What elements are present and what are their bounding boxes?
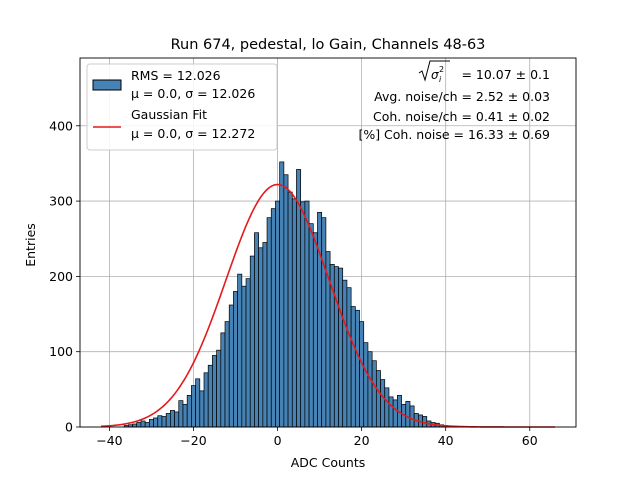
histogram-bar [207,364,213,428]
histogram-bar [157,415,163,428]
histogram-bar [388,396,394,428]
histogram-bar [132,423,138,428]
histogram-bar [153,417,159,428]
histogram-bar [233,291,238,428]
y-axis-ticks: 0 100 200 300 400 [49,118,80,435]
histogram-bar [321,217,327,428]
histogram-bar [258,247,264,428]
histogram-bar [371,360,377,428]
histogram-bar [338,267,344,428]
legend-entry-1-line-1: RMS = 12.026 [131,68,221,83]
histogram-bar [312,232,318,428]
histogram-bar [136,422,142,428]
histogram-bar [254,232,259,428]
x-tick-label: 0 [274,433,282,448]
histogram-bar [195,378,201,428]
histogram-bar [384,387,390,428]
histogram-bar [350,306,356,428]
histogram-bar [174,411,180,428]
histogram-bar [266,217,272,428]
histogram-bar [291,198,297,428]
legend: RMS = 12.026 μ = 0.0, σ = 12.026 Gaussia… [86,63,278,151]
chart-title: Run 674, pedestal, lo Gain, Channels 48-… [171,37,486,53]
histogram-bar [249,255,255,428]
svg-text:σ: σ [431,68,439,82]
legend-entry-1-line-2: μ = 0.0, σ = 12.026 [131,86,255,101]
histogram-bar [342,279,348,428]
legend-entry-2-line-1: Gaussian Fit [131,107,207,122]
histogram-bar [363,342,369,428]
histogram-bar [304,200,310,428]
y-tick-label: 0 [65,420,73,435]
histogram-bar [380,379,386,428]
histogram-bar [333,266,339,428]
coh-noise-percent-annotation: [%] Coh. noise = 16.33 ± 0.69 [358,127,550,142]
y-tick-label: 200 [49,269,73,284]
histogram-bar [191,385,196,428]
sqrt-noise-value: = 10.07 ± 0.1 [461,67,550,82]
legend-entry-2-line-2: μ = 0.0, σ = 12.272 [131,126,255,141]
histogram-bar [283,174,289,428]
histogram-bar [212,355,217,428]
histogram-bar [161,416,167,428]
histogram-bar [241,285,247,428]
y-tick-label: 400 [49,118,73,133]
histogram-bar [346,287,352,428]
histogram-bar [359,321,365,428]
histogram-bar [367,351,373,428]
legend-histogram-swatch [92,79,122,91]
histogram-bar [178,400,184,428]
histogram-bar [375,370,381,428]
histogram-bar [149,419,154,428]
svg-text:2: 2 [439,65,444,74]
x-tick-label: 40 [438,433,454,448]
y-tick-label: 300 [49,194,73,209]
histogram-bar [224,321,230,428]
histogram-bar [409,405,415,428]
histogram-bar [245,278,251,428]
y-axis-label: Entries [23,223,38,267]
histogram-bar [300,201,306,428]
histogram-bar [182,404,188,428]
x-tick-label: 20 [354,433,370,448]
x-tick-label: 60 [522,433,538,448]
sqrt-sigma-symbol: σ 2 i [418,60,450,84]
histogram-bar [186,395,192,428]
histogram-bar [140,420,146,428]
x-tick-label: −20 [180,433,206,448]
histogram-bar [228,304,234,428]
x-axis-ticks: −40 −20 0 20 40 60 [96,427,538,448]
axes-frame [79,57,577,428]
svg-text:i: i [439,75,442,84]
histogram-bar [220,332,226,428]
histogram-bar [144,422,150,428]
histogram-bar [287,191,293,428]
x-axis-label: ADC Counts [291,455,366,470]
noise-annotations: σ 2 i = 10.07 ± 0.1 Avg. noise/ch = 2.52… [358,60,550,142]
histogram-bar [405,401,411,428]
histogram-bar [170,410,175,428]
histogram-bar [199,390,205,428]
histogram-bar [354,309,360,428]
histogram-bar [203,372,209,428]
histogram-bar [392,399,398,428]
histogram-bar [165,413,171,428]
x-tick-label: −40 [96,433,122,448]
y-tick-label: 100 [49,344,73,359]
avg-noise-annotation: Avg. noise/ch = 2.52 ± 0.03 [374,89,550,104]
histogram-bar [262,242,268,428]
histogram-bar [317,212,323,428]
histogram-bar [275,200,281,428]
histogram-bar [237,273,243,428]
histogram-bar [270,208,276,428]
histogram-bar [216,349,222,428]
histogram-bar [308,223,314,428]
coh-noise-annotation: Coh. noise/ch = 0.41 ± 0.02 [373,109,550,124]
histogram-bar [279,161,285,428]
legend-box [86,63,278,151]
